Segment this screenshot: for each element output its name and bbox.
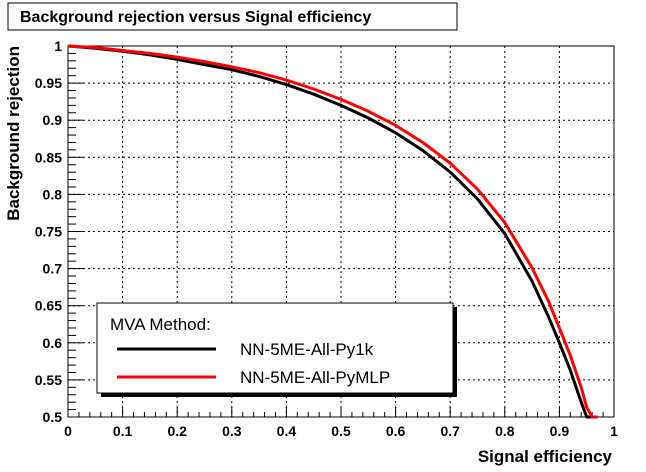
legend-shadow-right [453,307,457,397]
y-tick-label: 0.85 [35,149,62,165]
legend-title: MVA Method: [110,315,211,334]
x-tick-label: 0.1 [113,423,133,439]
y-tick-label: 1 [54,38,62,54]
x-tick-label: 0.2 [167,423,187,439]
x-tick-label: 0 [64,423,72,439]
legend-shadow-bottom [101,393,457,397]
y-tick-label: 0.5 [43,409,63,425]
x-tick-label: 0.7 [440,423,460,439]
y-axis-title: Background rejection [4,46,23,221]
y-tick-label: 0.7 [43,261,63,277]
x-tick-label: 1 [610,423,618,439]
x-tick-labels: 0 0.1 0.2 0.3 0.4 0.5 0.6 0.7 0.8 0.9 1 [64,423,618,439]
y-tick-label: 0.6 [43,335,63,351]
series-line-py1k [67,44,595,419]
y-tick-label: 0.9 [43,112,63,128]
series-line-pymlp [67,44,598,419]
x-tick-label: 0.3 [222,423,242,439]
y-tick-label: 0.65 [35,298,62,314]
x-tick-label: 0.9 [550,423,570,439]
x-tick-label: 0.5 [331,423,351,439]
legend-label-py1k: NN-5ME-All-Py1k [240,340,374,359]
y-tick-label: 0.8 [43,186,63,202]
x-axis-title: Signal efficiency [478,447,613,466]
axis-ticks [67,45,615,418]
x-tick-label: 0.8 [495,423,515,439]
series-lines [67,44,598,419]
y-tick-label: 0.55 [35,372,62,388]
chart-title: Background rejection versus Signal effic… [20,9,371,26]
title-box [7,2,458,31]
y-tick-labels: 0.5 0.55 0.6 0.65 0.7 0.75 0.8 0.85 0.9 0.95 1 [35,38,62,425]
y-tick-label: 0.75 [35,224,62,240]
x-tick-label: 0.4 [277,423,297,439]
y-tick-label: 0.95 [35,75,62,91]
x-tick-label: 0.6 [386,423,406,439]
legend: MVA Method: NN-5ME-All-Py1k NN-5ME-All-P… [96,302,457,397]
legend-label-pymlp: NN-5ME-All-PyMLP [240,368,390,387]
